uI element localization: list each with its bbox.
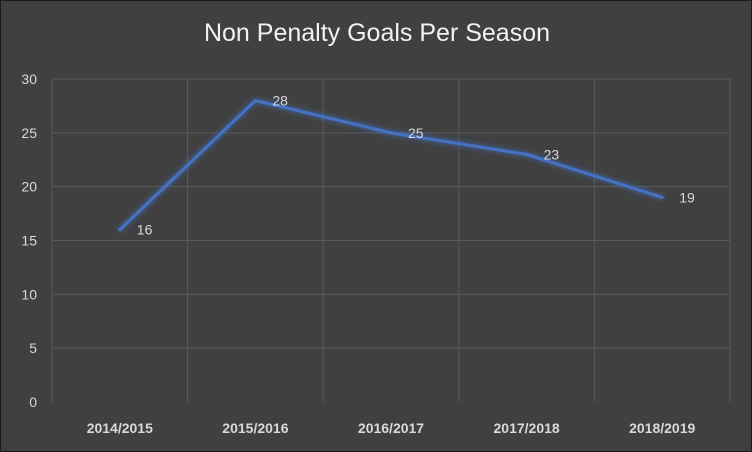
y-tick-label: 0 xyxy=(29,394,37,410)
data-label: 28 xyxy=(272,93,288,109)
data-label: 19 xyxy=(679,189,695,205)
y-tick-label: 10 xyxy=(21,286,37,302)
x-tick-label: 2014/2015 xyxy=(87,420,153,436)
data-point xyxy=(389,131,393,135)
y-axis-ticks: 0 5 10 15 20 25 30 xyxy=(21,71,37,410)
series-layer xyxy=(118,99,664,232)
data-label: 25 xyxy=(408,125,424,141)
data-point xyxy=(253,99,257,103)
chart-title: Non Penalty Goals Per Season xyxy=(203,19,551,47)
x-tick-label: 2018/2019 xyxy=(629,420,695,436)
x-axis-ticks: 2014/2015 2015/2016 2016/2017 2017/2018 2018… xyxy=(87,420,696,436)
y-tick-label: 30 xyxy=(21,71,37,87)
series-line xyxy=(118,99,664,232)
data-label: 23 xyxy=(544,146,560,162)
x-tick-label: 2017/2018 xyxy=(494,420,560,436)
x-tick-label: 2015/2016 xyxy=(222,420,288,436)
data-point xyxy=(525,152,529,156)
data-labels: 16 28 25 23 19 xyxy=(137,93,695,238)
x-tick-label: 2016/2017 xyxy=(358,420,424,436)
data-point xyxy=(660,195,664,199)
y-tick-label: 20 xyxy=(21,179,37,195)
grid xyxy=(51,78,731,402)
y-tick-label: 25 xyxy=(21,125,37,141)
y-tick-label: 15 xyxy=(21,233,37,249)
data-point xyxy=(118,228,122,232)
y-tick-label: 5 xyxy=(29,340,37,356)
data-label: 16 xyxy=(137,222,153,238)
